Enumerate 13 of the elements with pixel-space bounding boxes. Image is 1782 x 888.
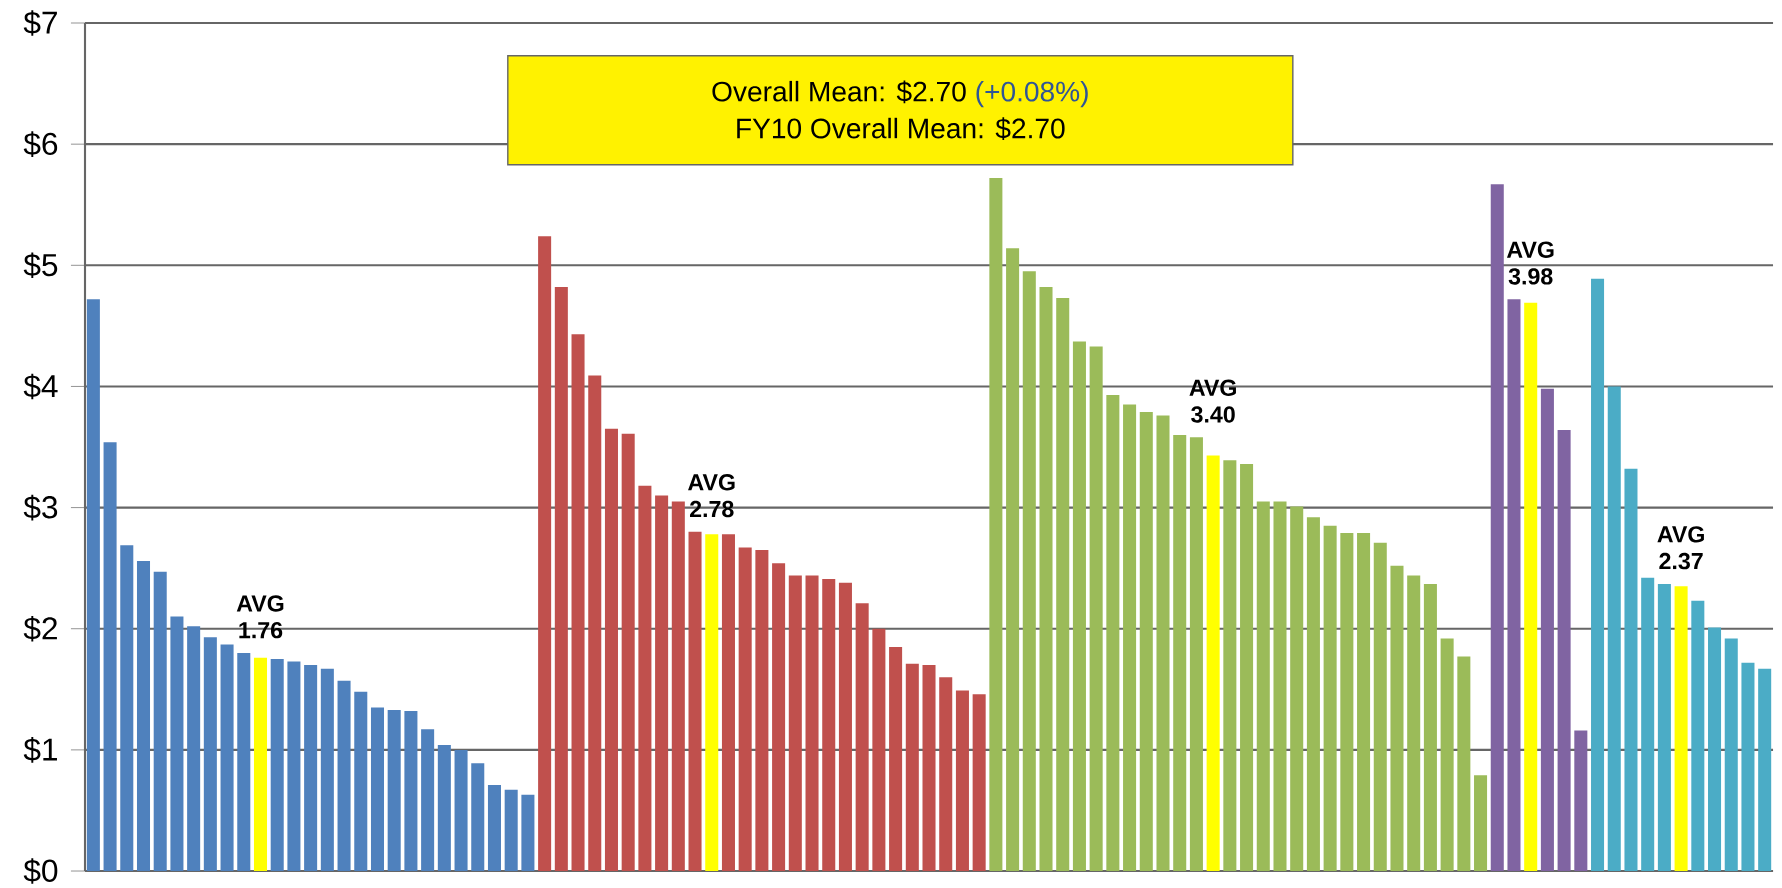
y-tick-label: $3 — [23, 494, 58, 521]
y-tick-label: $0 — [23, 858, 58, 884]
y-tick-label: $7 — [23, 10, 57, 36]
annotation: FY10 Overall Mean: $2.70 — [737, 117, 1065, 141]
y-tick-label: $2 — [23, 615, 57, 642]
annotation: AVG 2.37 — [1657, 526, 1704, 570]
annotation: Overall Mean: $2.70 — [712, 80, 966, 104]
annotation: AVG 3.98 — [1506, 241, 1554, 285]
y-tick-label: $1 — [23, 737, 57, 763]
y-tick-label: $6 — [23, 131, 58, 157]
annotation: (+0.08%) — [976, 80, 1088, 108]
y-tick-label: $5 — [23, 252, 58, 279]
y-tick-label: $4 — [23, 373, 58, 400]
